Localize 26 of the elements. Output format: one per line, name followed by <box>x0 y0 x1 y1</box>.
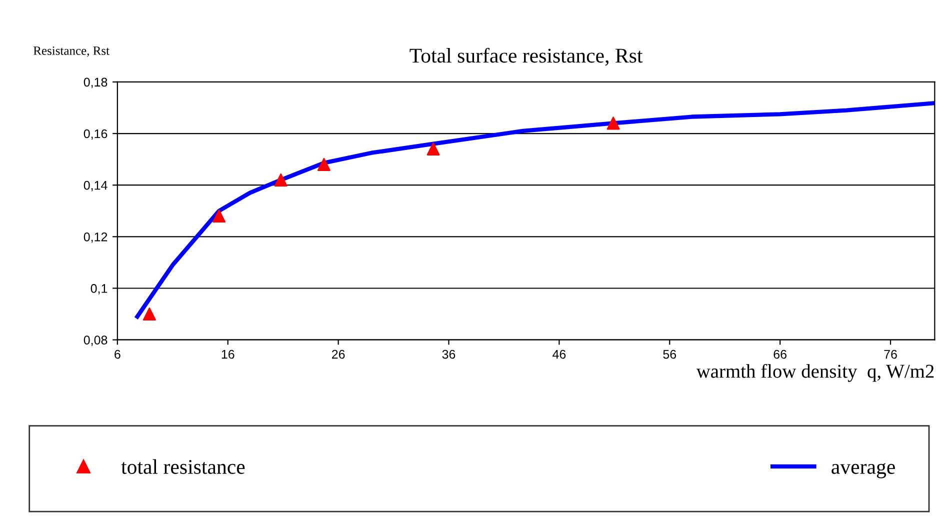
x-tick-label: 46 <box>552 350 566 359</box>
legend-label: total resistance <box>121 459 245 474</box>
x-tick-label: 56 <box>663 350 676 359</box>
x-tick-label: 66 <box>774 350 786 359</box>
x-tick-label: 76 <box>884 350 897 359</box>
chart-title: Total surface resistance, Rst <box>410 48 643 66</box>
legend-label: average <box>832 463 895 478</box>
point <box>317 158 330 171</box>
y-tick-label: 0,12 <box>84 232 108 243</box>
point <box>274 173 288 186</box>
point <box>142 308 156 321</box>
point <box>606 116 620 130</box>
y-tick-label: 0,14 <box>84 180 108 192</box>
x-tick-label: 26 <box>332 350 345 359</box>
y-tick-label: 0,1 <box>90 284 108 294</box>
y-tick-label: 0,18 <box>84 78 108 88</box>
y-axis-title: Resistance, Rst <box>34 46 110 57</box>
point <box>426 142 440 156</box>
x-tick-label: 16 <box>222 350 234 359</box>
x-axis-title: warmth flow density q, W/m2 <box>696 364 934 382</box>
line-series <box>135 101 935 319</box>
point <box>212 210 226 223</box>
x-tick-label: 36 <box>442 350 456 359</box>
y-tick-label: 0,16 <box>84 129 108 140</box>
x-tick-label: 6 <box>114 350 120 359</box>
y-tick-label: 0,08 <box>84 336 108 346</box>
